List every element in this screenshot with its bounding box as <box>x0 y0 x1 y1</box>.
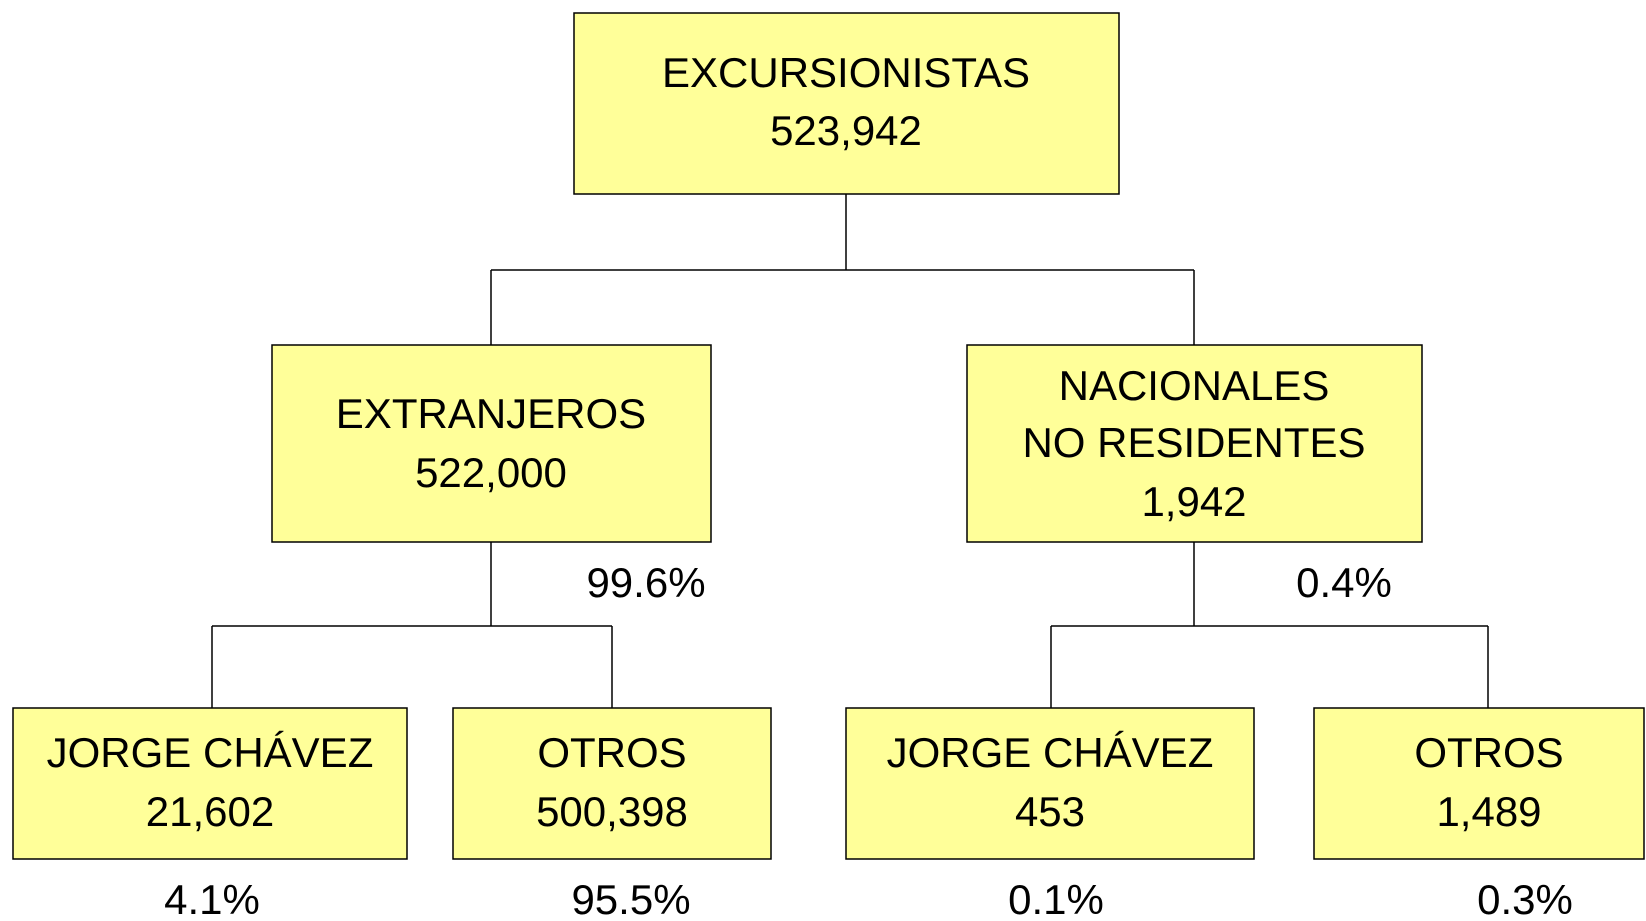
node-label: OTROS <box>537 729 686 776</box>
percentage: 99.6% <box>586 559 705 606</box>
percentage: 95.5% <box>571 876 690 921</box>
node-label: OTROS <box>1414 729 1563 776</box>
node-label: NO RESIDENTES <box>1022 419 1365 466</box>
node-value: 522,000 <box>415 449 567 496</box>
node-value: 523,942 <box>770 107 922 154</box>
node-box <box>1313 707 1645 860</box>
node-value: 21,602 <box>146 788 274 835</box>
node-box <box>271 344 712 543</box>
node-label: EXCURSIONISTAS <box>662 49 1030 96</box>
node-box <box>966 344 1423 543</box>
node-box <box>12 707 408 860</box>
node-label: NACIONALES <box>1059 362 1330 409</box>
node-value: 453 <box>1015 788 1085 835</box>
node-box <box>573 12 1120 195</box>
node-label: EXTRANJEROS <box>336 390 646 437</box>
node-box <box>845 707 1255 860</box>
node-value: 500,398 <box>536 788 688 835</box>
node-box <box>452 707 772 860</box>
percentage: 0.1% <box>1008 876 1104 921</box>
node-label: JORGE CHÁVEZ <box>47 729 374 776</box>
connectors <box>211 194 1489 708</box>
node-value: 1,489 <box>1436 788 1541 835</box>
percentage: 0.3% <box>1477 876 1573 921</box>
percentage: 4.1% <box>164 876 260 921</box>
node-value: 1,942 <box>1141 478 1246 525</box>
percentage: 0.4% <box>1296 559 1392 606</box>
node-label: JORGE CHÁVEZ <box>887 729 1214 776</box>
